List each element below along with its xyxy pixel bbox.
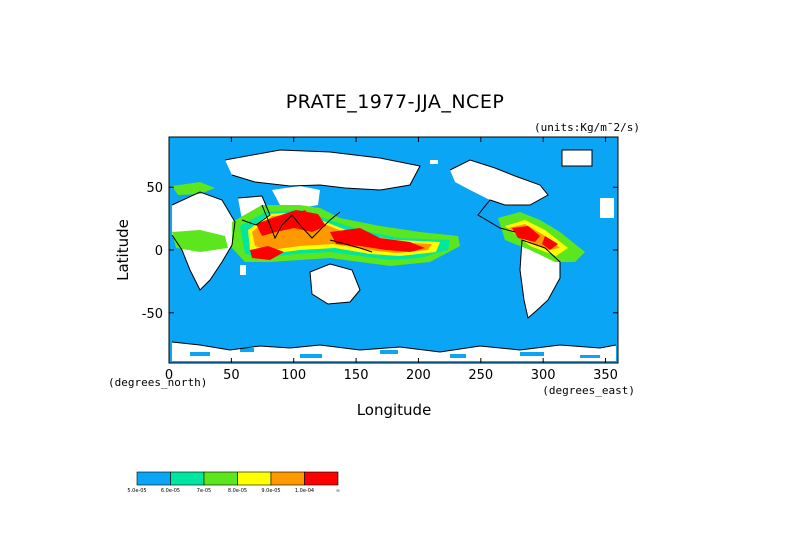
colorbar-label: 9.0e-05 (261, 488, 280, 494)
coastlines (171, 149, 617, 353)
colorbar-swatch (136, 471, 171, 486)
x-axis-ticks: 0 50 100 150 200 250 300 350 (165, 137, 618, 383)
colorbar-swatch (203, 471, 238, 486)
x-unit-label: (degrees_east) (542, 384, 635, 397)
tibet-white (272, 186, 320, 208)
colorbar-swatch (170, 471, 205, 486)
arctic-white-1 (430, 160, 438, 164)
plot-area (168, 136, 619, 364)
x-tick-label: 50 (223, 368, 240, 383)
eurasia-white (225, 150, 420, 190)
colorbar-label: 7e-05 (197, 488, 211, 494)
x-tick-label: 0 (165, 368, 173, 383)
y-tick-label: 0 (155, 244, 163, 259)
y-tick-label: 50 (146, 181, 163, 196)
colorbar-swatch (270, 471, 305, 486)
x-tick-label: 200 (406, 368, 431, 383)
greenland-white (562, 150, 592, 166)
precip-red-band (250, 210, 558, 260)
colorbar-swatch (237, 471, 272, 486)
colorbar-label: 1.0e-04 (295, 488, 314, 494)
chart-title: PRATE_1977-JJA_NCEP (286, 91, 505, 113)
north-america-white (450, 160, 548, 205)
colorbar: 5.0e-05 6.0e-05 7e-05 8.0e-05 9.0e-05 1.0e-04… (127, 471, 340, 494)
colorbar-label: ∞ (336, 488, 340, 494)
madagascar-white (240, 265, 246, 275)
y-axis-ticks: -50 0 50 (142, 181, 618, 322)
x-tick-label: 150 (344, 368, 369, 383)
x-tick-label: 300 (531, 368, 556, 383)
y-axis-label: Latitude (114, 219, 132, 281)
colorbar-label: 8.0e-05 (228, 488, 247, 494)
antarctic-speckle (190, 348, 600, 358)
x-tick-label: 250 (468, 368, 493, 383)
arctic-white-2 (600, 198, 614, 218)
x-tick-label: 100 (281, 368, 306, 383)
units-label: (units:Kg/m¯2/s) (534, 121, 640, 134)
colorbar-label: 6.0e-05 (161, 488, 180, 494)
y-tick-label: -50 (142, 307, 163, 322)
colorbar-label: 5.0e-05 (127, 488, 146, 494)
x-tick-label: 350 (593, 368, 618, 383)
colorbar-swatch (304, 471, 339, 486)
x-axis-label: Longitude (357, 401, 432, 419)
australia-white (310, 264, 360, 304)
y-unit-label: (degrees_north) (108, 376, 207, 389)
